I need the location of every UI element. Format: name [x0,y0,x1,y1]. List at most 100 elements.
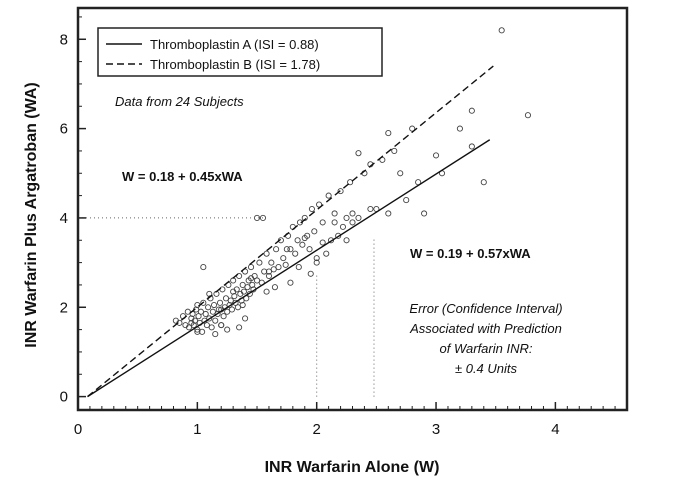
legend-box [97,27,383,77]
data-point [176,319,183,326]
data-point [347,179,354,186]
data-point [227,297,234,304]
data-point [212,317,219,324]
data-point [355,214,362,221]
data-point [409,125,416,132]
data-point [349,219,356,226]
data-point [524,112,531,119]
x-axis-label: INR Warfarin Alone (W) [265,459,440,476]
data-point [313,255,320,262]
data-point [188,319,195,326]
legend-label: Thromboplastin A (ISI = 0.88) [150,37,319,52]
data-point [200,299,207,306]
equation-a-label: W = 0.19 + 0.57xWA [410,246,531,261]
error-note-line-3: of Warfarin INR: [440,341,533,356]
data-point [256,259,263,266]
y-tick-label: 4 [60,210,68,227]
data-point [432,152,440,159]
data-point [331,219,338,226]
data-point [331,210,338,217]
data-point [208,324,215,331]
data-point [224,308,231,315]
data-point [275,264,282,271]
data-point [307,270,314,277]
data-point [220,313,227,320]
data-point [498,27,505,34]
data-point [224,326,231,333]
data-point [337,188,344,195]
data-point [323,250,330,257]
data-point [292,250,299,257]
data-point [294,237,301,244]
data-point [194,328,201,335]
annotations-layer: Data from 24 Subjects W = 0.18 + 0.45xWA… [115,94,563,376]
data-point [197,308,204,315]
y-axis-label: INR Warfarin Plus Argatroban (WA) [23,82,40,348]
reference-lines-layer [78,217,375,397]
data-point [343,214,350,221]
data-point [240,288,247,295]
data-point [203,322,210,329]
data-point [277,237,284,244]
data-point [202,310,209,318]
line-thromboplastin-b [87,65,494,398]
data-point [263,250,270,257]
data-point [211,301,218,309]
data-point [306,246,313,253]
data-point [301,234,308,242]
data-point [239,281,246,288]
data-point [263,288,270,295]
data-point [230,288,237,295]
data-point [319,239,326,246]
data-point [239,301,246,309]
data-point [234,304,241,311]
data-point [313,259,320,266]
equation-b-label: W = 0.18 + 0.45xWA [122,169,243,184]
data-point [268,259,275,266]
error-note-line-1: Error (Confidence Interval) [409,301,562,316]
data-note: Data from 24 Subjects [115,94,244,109]
line-thromboplastin-a [87,139,491,398]
data-point [280,255,287,262]
data-point [367,205,374,213]
y-tick-label: 2 [60,299,68,316]
data-point [236,324,243,331]
data-point [468,107,475,114]
data-point [397,170,404,177]
x-tick-label: 2 [313,421,321,438]
data-point [270,266,277,273]
legend-label: Thromboplastin B (ISI = 1.78) [150,57,320,72]
data-point [282,261,289,268]
x-tick-label: 0 [74,421,82,438]
data-point [287,279,294,286]
error-note-line-2: Associated with Prediction [409,321,562,336]
data-point [248,275,255,282]
data-point [253,277,261,284]
data-point [355,150,362,157]
legend: Thromboplastin A (ISI = 0.88) Thromboplas… [97,27,383,77]
data-point [259,214,267,221]
data-point [343,237,350,244]
data-point [265,268,273,275]
data-point [421,210,428,217]
y-tick-label: 8 [60,31,68,48]
data-point [325,192,332,199]
axes-layer: 0 1 2 3 4 0 2 4 6 8 [60,6,629,438]
data-point [273,246,280,253]
data-point [222,295,230,302]
data-point [385,130,392,137]
data-point [339,223,347,230]
data-point [206,290,213,297]
data-point [214,310,221,318]
data-point [218,322,225,329]
x-tick-label: 1 [193,421,201,438]
data-point [391,147,398,154]
data-points-layer [172,27,531,338]
data-point [216,299,224,306]
data-point [480,179,487,186]
data-point [385,210,392,217]
data-point [265,272,273,280]
data-point [319,219,326,226]
data-point [244,284,251,291]
data-point [283,246,290,253]
